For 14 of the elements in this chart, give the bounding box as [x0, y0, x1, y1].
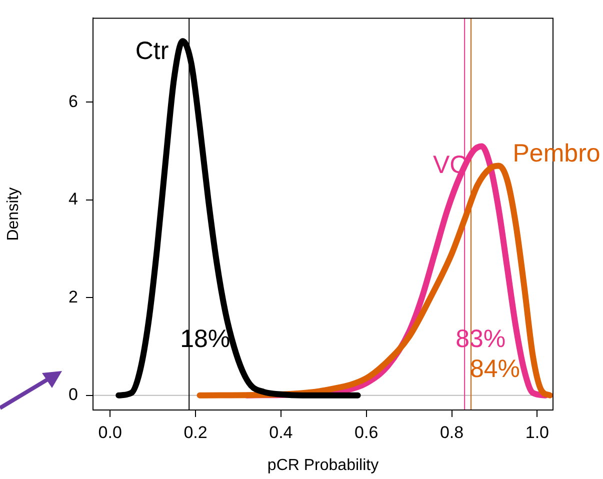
- y-tick-label: 0: [68, 385, 78, 404]
- x-tick-label: 0.0: [98, 422, 122, 442]
- x-tick-label: 0.4: [269, 422, 293, 442]
- x-tick-label: 0.2: [184, 422, 208, 442]
- series-label: Ctr: [135, 37, 169, 66]
- y-tick-label: 2: [68, 287, 78, 306]
- y-axis-title: Density: [5, 187, 22, 241]
- x-tick-label: 1.0: [525, 422, 550, 442]
- x-axis-title: pCR Probability: [267, 456, 379, 474]
- x-tick-label: 0.6: [354, 422, 378, 442]
- ref-line-label: 84%: [470, 355, 520, 384]
- y-tick-label: 6: [68, 92, 78, 111]
- y-tick-label: 4: [68, 190, 78, 209]
- x-tick-label: 0.8: [440, 422, 464, 442]
